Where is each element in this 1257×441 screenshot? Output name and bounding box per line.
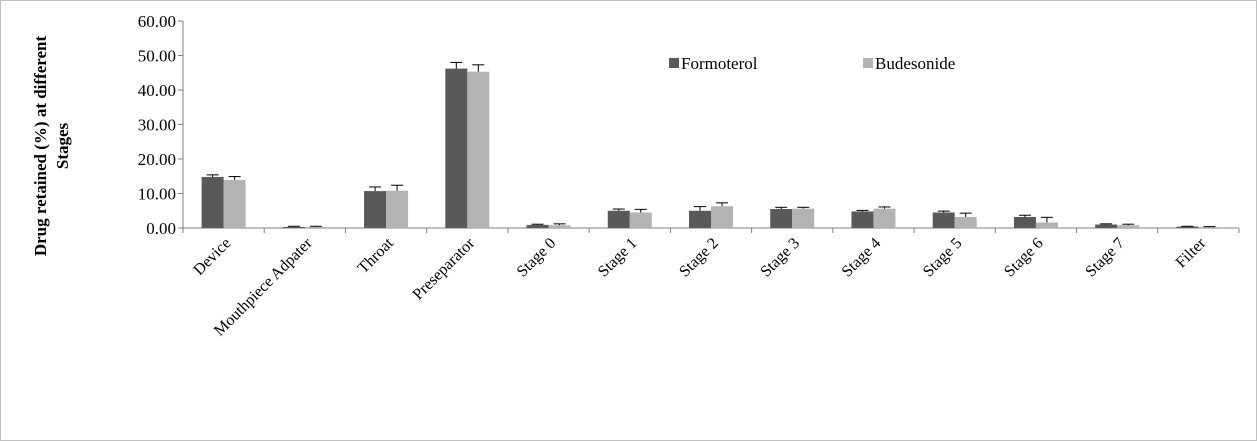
y-tick-label: 20.00 xyxy=(138,150,176,169)
bar-budesonide xyxy=(386,190,409,228)
x-tick-label: Stage 4 xyxy=(839,235,885,281)
y-tick-label: 50.00 xyxy=(138,47,176,66)
y-tick-label: 0.00 xyxy=(146,219,176,238)
bar-formoterol xyxy=(851,211,874,228)
bar-formoterol xyxy=(770,209,793,228)
y-tick-label: 40.00 xyxy=(138,81,176,100)
x-tick-label: Device xyxy=(190,235,234,279)
bar-formoterol xyxy=(1095,224,1118,228)
bar-budesonide xyxy=(1198,226,1221,228)
y-tick-label: 60.00 xyxy=(138,12,176,31)
bars xyxy=(201,61,1221,228)
y-axis-title: Drug retained (%) at different Stages xyxy=(31,35,72,256)
bar-budesonide xyxy=(954,216,977,228)
legend-label-budesonide: Budesonide xyxy=(875,54,955,73)
bar-budesonide xyxy=(792,208,815,228)
bar-formoterol xyxy=(526,224,549,228)
bar-budesonide xyxy=(629,212,652,228)
legend-swatch-formoterol xyxy=(669,58,679,68)
x-axis xyxy=(182,227,1240,233)
bar-formoterol xyxy=(1176,226,1199,228)
x-tick-label: Stage 5 xyxy=(920,235,966,281)
x-tick-label: Stage 7 xyxy=(1082,235,1128,281)
bar-formoterol xyxy=(445,68,468,228)
bar-formoterol xyxy=(201,176,224,228)
y-axis-title-line2: Stages xyxy=(53,122,72,169)
legend-label-formoterol: Formoterol xyxy=(681,54,758,73)
x-tick-label: Stage 1 xyxy=(595,235,641,281)
legend-swatch-budesonide xyxy=(863,58,873,68)
y-tick-label: 10.00 xyxy=(138,185,176,204)
x-tick-label: Stage 0 xyxy=(514,235,560,281)
x-tick-label: Filter xyxy=(1173,234,1210,271)
bar-budesonide xyxy=(223,180,246,228)
x-tick-label: Stage 6 xyxy=(1001,235,1047,281)
bar-budesonide xyxy=(873,208,896,228)
bar-budesonide xyxy=(1117,225,1140,228)
bar-budesonide xyxy=(304,226,327,228)
bar-formoterol xyxy=(1013,216,1036,228)
bar-formoterol xyxy=(282,226,305,228)
bar-budesonide xyxy=(1035,222,1058,228)
bar-formoterol xyxy=(364,191,387,228)
y-tick-label: 30.00 xyxy=(138,116,176,135)
bar-budesonide xyxy=(711,206,733,228)
bar-budesonide xyxy=(548,225,571,228)
x-tick-label: Preseparator xyxy=(410,234,479,303)
bar-formoterol xyxy=(689,210,711,228)
y-axis-title-line1: Drug retained (%) at different xyxy=(31,35,50,256)
x-tick-label: Stage 2 xyxy=(676,235,722,281)
bar-formoterol xyxy=(607,210,630,228)
legend: Formoterol Budesonide xyxy=(669,54,955,73)
bar-budesonide xyxy=(467,71,490,228)
y-axis: 0.00 10.00 20.00 30.00 40.00 50.00 60.00 xyxy=(138,12,184,238)
x-tick-label: Throat xyxy=(355,234,398,277)
x-tick-label: Stage 3 xyxy=(757,235,803,281)
bar-formoterol xyxy=(932,212,955,228)
